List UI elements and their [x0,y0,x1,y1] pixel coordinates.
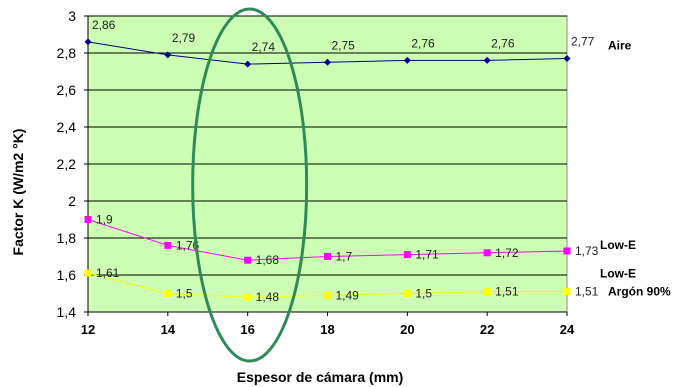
data-label: 1,76 [176,238,200,252]
data-point [324,291,331,299]
data-point [483,56,491,64]
data-point [244,293,252,301]
y-tick-label: 2,4 [57,119,77,135]
data-label: 1,71 [415,248,439,262]
data-point [563,288,571,296]
data-label: 1,68 [256,253,280,267]
y-tick-label: 1,8 [57,230,77,246]
y-axis-title: Factor K (W/m2 °K) [10,129,26,256]
data-point [483,249,491,257]
x-tick-label: 20 [400,322,414,337]
data-label: 1,7 [336,250,353,264]
data-label: 2,76 [491,36,515,50]
series-name-label: Aire [608,39,632,53]
x-tick-label: 16 [240,322,254,337]
y-tick-label: 2,6 [57,82,77,98]
data-label: 2,75 [332,38,356,52]
x-axis-title: Espesor de cámara (mm) [237,369,404,385]
data-point [84,269,92,277]
data-point [324,58,331,66]
highlight-ellipse [191,7,309,363]
data-label: 1,51 [495,285,519,299]
y-tick-label: 3 [68,8,76,24]
data-label: 1,72 [495,246,519,260]
data-label: 1,5 [176,287,193,301]
data-point [403,56,411,64]
data-label: 1,51 [575,285,599,299]
data-label: 1,61 [96,266,120,280]
data-label: 1,9 [96,213,113,227]
data-label: 1,48 [256,290,280,304]
data-point [483,288,491,296]
series-name-label: Low-E [600,267,636,281]
x-tick-label: 12 [81,322,95,337]
data-point [164,241,172,249]
data-label: 1,49 [336,288,360,302]
x-tick-label: 18 [320,322,334,337]
data-point [403,251,411,259]
data-point [324,253,331,260]
x-tick-label: 22 [480,322,494,337]
x-tick-label: 14 [161,322,176,337]
y-tick-label: 2,2 [57,156,77,172]
data-label: 2,76 [411,36,435,50]
data-point [563,247,571,255]
data-label: 1,5 [415,287,432,301]
data-point [403,290,411,297]
data-point [164,290,172,297]
series-name-label: Argón 90% [608,285,671,299]
series-name-label: Low-E [600,238,636,252]
data-point [164,51,172,59]
data-label: 2,74 [252,40,276,54]
data-point [244,60,252,68]
data-point [563,55,571,63]
y-tick-label: 2 [68,193,76,209]
data-label: 2,77 [571,35,595,49]
data-label: 1,73 [575,244,599,258]
data-point [84,216,92,223]
data-point [244,256,252,264]
data-point [84,38,92,46]
data-label: 2,79 [172,31,196,45]
y-tick-label: 1,4 [57,304,77,320]
y-tick-label: 2,8 [57,45,77,61]
x-tick-label: 24 [560,322,575,337]
y-tick-label: 1,6 [57,267,77,283]
data-label: 2,86 [92,18,116,32]
